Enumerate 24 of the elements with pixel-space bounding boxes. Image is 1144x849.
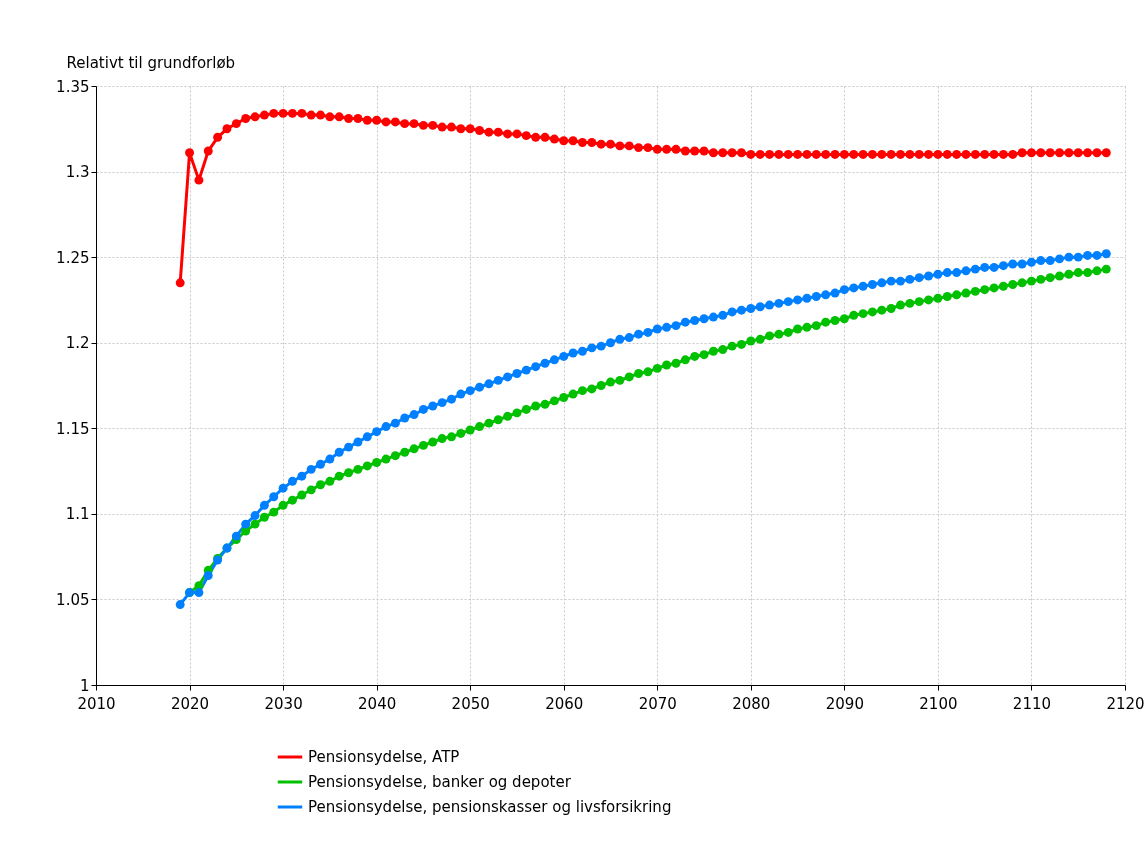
- x-tick-label: 2090: [825, 694, 864, 713]
- y-tick-label: 1.2: [65, 334, 90, 353]
- x-tick-label: 2020: [170, 694, 210, 713]
- x-tick-label: 2120: [1106, 694, 1144, 713]
- y-tick-label: 1.15: [56, 419, 90, 438]
- x-tick-label: 2070: [638, 694, 677, 713]
- y-tick-label: 1.35: [56, 77, 90, 96]
- y-tick-label: 1.05: [56, 590, 90, 609]
- x-tick-label: 2110: [1012, 694, 1052, 713]
- x-tick-label: 2100: [919, 694, 958, 713]
- x-tick-label: 2080: [732, 694, 771, 713]
- y-axis-title: Relativt til grundforløb: [66, 53, 236, 72]
- y-tick-label: 1: [79, 676, 90, 695]
- x-tick-label: 2060: [545, 694, 584, 713]
- y-tick-label: 1.25: [56, 248, 90, 267]
- x-tick-label: 2040: [358, 694, 397, 713]
- y-tick-label: 1.3: [65, 163, 90, 182]
- y-tick-label: 1.1: [65, 505, 90, 524]
- legend-label: Pensionsydelse, ATP: [308, 748, 460, 766]
- legend-label: Pensionsydelse, banker og depoter: [308, 773, 572, 791]
- x-tick-label: 2030: [264, 694, 303, 713]
- x-tick-label: 2010: [77, 694, 116, 713]
- x-tick-label: 2050: [451, 694, 490, 713]
- legend-label: Pensionsydelse, pensionskasser og livsforsikring: [308, 798, 672, 816]
